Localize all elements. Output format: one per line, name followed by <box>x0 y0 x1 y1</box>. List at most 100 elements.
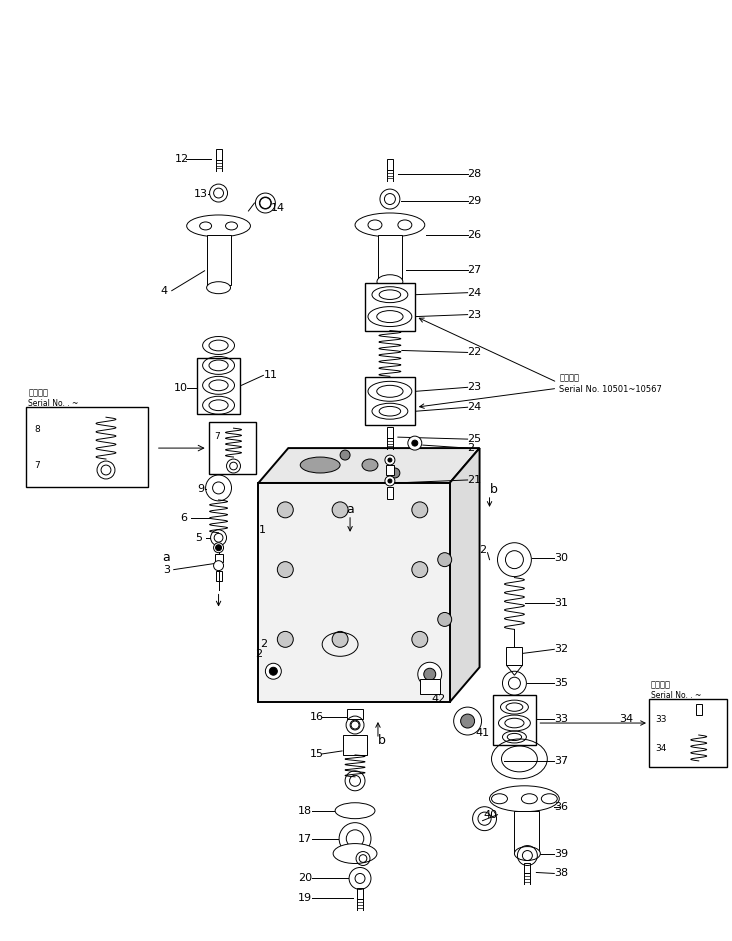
Text: 28: 28 <box>468 169 482 179</box>
Text: b: b <box>490 484 498 497</box>
Text: 22: 22 <box>468 347 482 358</box>
Text: 27: 27 <box>468 264 482 275</box>
Text: 33: 33 <box>554 714 568 724</box>
Bar <box>493 695 537 745</box>
Text: b: b <box>378 735 386 747</box>
Text: 34: 34 <box>619 714 633 724</box>
Bar <box>258 483 449 702</box>
Ellipse shape <box>362 459 378 471</box>
Ellipse shape <box>187 215 250 237</box>
Circle shape <box>424 668 436 680</box>
Polygon shape <box>507 665 523 676</box>
Text: 11: 11 <box>264 371 277 380</box>
Bar <box>695 704 702 715</box>
Text: 37: 37 <box>554 756 569 766</box>
Circle shape <box>214 561 223 570</box>
Bar <box>209 423 256 474</box>
Circle shape <box>277 502 294 518</box>
Text: 26: 26 <box>468 230 482 240</box>
Text: a: a <box>162 551 170 565</box>
Text: 18: 18 <box>298 805 313 816</box>
Ellipse shape <box>377 275 403 289</box>
Text: 31: 31 <box>554 598 568 609</box>
Ellipse shape <box>206 281 231 294</box>
Text: 23: 23 <box>468 310 482 320</box>
Text: 24: 24 <box>468 402 482 412</box>
Bar <box>215 570 222 581</box>
Bar <box>26 407 148 486</box>
Text: 30: 30 <box>554 552 568 563</box>
Text: 3: 3 <box>163 565 170 575</box>
Circle shape <box>460 714 474 728</box>
Circle shape <box>438 552 452 566</box>
Text: a: a <box>346 503 354 517</box>
Circle shape <box>214 543 223 552</box>
Circle shape <box>340 450 350 460</box>
Text: 25: 25 <box>468 434 482 444</box>
Text: 2: 2 <box>255 649 263 660</box>
Circle shape <box>412 631 427 647</box>
Ellipse shape <box>490 786 559 812</box>
Text: 适用号魂: 适用号魂 <box>29 389 48 398</box>
Circle shape <box>277 631 294 647</box>
Text: 40: 40 <box>484 809 498 820</box>
Ellipse shape <box>515 847 540 860</box>
Circle shape <box>454 707 482 735</box>
Circle shape <box>438 613 452 627</box>
Polygon shape <box>258 448 479 483</box>
Text: 32: 32 <box>554 645 569 654</box>
Text: 14: 14 <box>270 203 285 213</box>
Polygon shape <box>449 448 479 702</box>
Text: 33: 33 <box>655 714 666 724</box>
Text: Serial No. 10501~10567: Serial No. 10501~10567 <box>559 385 662 394</box>
Text: 4: 4 <box>161 286 168 295</box>
Text: 21: 21 <box>468 475 482 485</box>
Text: 5: 5 <box>195 533 203 543</box>
Circle shape <box>269 667 277 676</box>
Circle shape <box>418 662 441 686</box>
Text: Serial No. . ~: Serial No. . ~ <box>651 691 701 700</box>
Bar <box>378 235 402 279</box>
Text: 41: 41 <box>476 728 490 738</box>
Bar <box>507 647 523 665</box>
Text: 24: 24 <box>468 288 482 297</box>
Text: 20: 20 <box>298 873 313 884</box>
Circle shape <box>412 502 427 518</box>
Bar <box>206 235 231 285</box>
Bar <box>387 486 393 499</box>
Ellipse shape <box>333 843 377 864</box>
Text: 17: 17 <box>298 834 313 843</box>
Ellipse shape <box>355 213 425 237</box>
Circle shape <box>277 562 294 578</box>
Text: 1: 1 <box>258 525 266 534</box>
Bar <box>515 811 539 853</box>
Circle shape <box>390 468 400 478</box>
Bar <box>387 159 393 170</box>
Text: 13: 13 <box>194 189 208 199</box>
Text: 适用号魂: 适用号魂 <box>651 680 671 690</box>
Text: 19: 19 <box>298 893 313 903</box>
Bar <box>387 427 393 439</box>
Text: 适用号魂: 适用号魂 <box>559 374 579 383</box>
Bar <box>214 553 223 562</box>
Bar <box>365 282 415 330</box>
Text: 15: 15 <box>310 749 324 759</box>
Text: 8: 8 <box>34 424 40 434</box>
Bar <box>347 710 363 719</box>
Text: 29: 29 <box>468 196 482 206</box>
Text: 34: 34 <box>655 744 666 754</box>
Circle shape <box>408 436 422 450</box>
Text: 23: 23 <box>468 382 482 392</box>
Text: 2: 2 <box>468 443 475 453</box>
Text: 39: 39 <box>554 849 569 858</box>
Ellipse shape <box>300 457 340 473</box>
Bar <box>419 679 440 694</box>
Circle shape <box>388 479 392 483</box>
Bar <box>365 377 415 425</box>
Text: 10: 10 <box>173 383 187 393</box>
Text: Serial No. . ~: Serial No. . ~ <box>29 399 78 407</box>
Bar <box>649 699 727 767</box>
Text: 2: 2 <box>261 639 267 649</box>
Bar <box>215 150 222 160</box>
Circle shape <box>412 562 427 578</box>
